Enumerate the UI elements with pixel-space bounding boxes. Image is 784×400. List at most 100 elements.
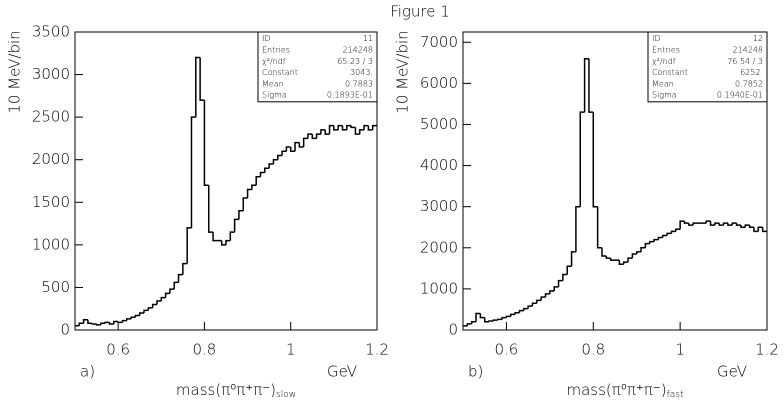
- histogram-bin: [259, 171, 265, 177]
- histogram-bin: [644, 242, 650, 248]
- histogram-bin: [242, 197, 248, 211]
- histogram-bin: [592, 112, 598, 208]
- histogram-bin: [350, 125, 356, 129]
- histogram-bin: [354, 127, 360, 135]
- histogram-bin: [470, 321, 477, 324]
- stats-label: ID: [262, 34, 271, 43]
- histogram-bin: [281, 150, 287, 156]
- stats-value: 12: [753, 34, 763, 43]
- histogram-bin: [78, 322, 84, 326]
- histogram-bin: [688, 223, 694, 226]
- stats-label: Constant: [652, 68, 688, 77]
- histogram-bin: [104, 321, 110, 324]
- histogram-bin: [635, 251, 642, 254]
- histogram-bin: [207, 185, 214, 233]
- stats-label: Entries: [652, 45, 680, 54]
- histogram-bin: [190, 116, 196, 228]
- x-unit: GeV: [327, 363, 357, 381]
- histogram-bin: [666, 232, 672, 236]
- stats-label: Entries: [262, 45, 290, 54]
- plot-frame: [462, 31, 768, 331]
- y-tick-label: 2500: [32, 108, 70, 126]
- histogram-bin: [549, 290, 555, 294]
- x-axis-label-subscript: slow: [276, 390, 296, 400]
- histogram-bin: [320, 129, 326, 135]
- figure-title: Figure 1: [390, 3, 450, 21]
- histogram-bin: [705, 220, 711, 224]
- histogram-bin: [540, 296, 546, 301]
- stats-label: Mean: [652, 79, 674, 88]
- y-tick-label: 2000: [32, 150, 70, 168]
- histogram-bin: [740, 225, 746, 228]
- histogram-bin: [225, 239, 231, 245]
- x-tick-label: 1.2: [365, 341, 389, 359]
- x-tick-label: 0.8: [192, 341, 216, 359]
- histogram-bin: [337, 124, 343, 130]
- histogram-bin: [156, 300, 162, 305]
- y-tick-label: 2000: [420, 238, 458, 256]
- histogram-bin: [82, 319, 88, 324]
- histogram-bin: [199, 57, 205, 101]
- stats-label: χ²/ndf: [262, 57, 286, 66]
- histogram-bin: [510, 313, 516, 317]
- histogram-bin: [277, 154, 283, 160]
- y-axis-label: 10 MeV/bin: [6, 30, 24, 113]
- histogram-bin: [164, 292, 170, 298]
- histogram-bin: [341, 125, 347, 131]
- histogram-bin: [130, 316, 136, 319]
- histogram-bin: [553, 286, 559, 291]
- histogram-bin: [679, 220, 685, 230]
- stats-label: ID: [652, 34, 661, 43]
- y-tick-label: 0: [60, 321, 70, 339]
- histogram-bin: [91, 323, 97, 325]
- stats-box: [647, 31, 768, 103]
- histogram-bin: [579, 111, 585, 207]
- y-axis-label: 10 MeV/bin: [394, 30, 412, 113]
- histogram-bin: [233, 218, 239, 233]
- histogram-bin: [100, 322, 106, 325]
- histogram-bin: [622, 261, 629, 265]
- histogram-bin: [108, 322, 114, 325]
- histogram-bin: [662, 234, 668, 238]
- histogram-bin: [583, 57, 589, 113]
- histogram-bin: [126, 318, 132, 321]
- histogram-bin: [709, 221, 715, 226]
- panel-label: b): [468, 363, 483, 381]
- y-tick-label: 500: [41, 278, 70, 296]
- histogram-bin: [744, 224, 750, 228]
- histogram-bin: [544, 293, 550, 298]
- histogram-bin: [143, 309, 149, 313]
- histogram-bin: [735, 223, 741, 226]
- stats-value: 214248: [342, 45, 373, 54]
- histogram-bin: [683, 221, 689, 224]
- histogram-bin: [479, 313, 485, 319]
- histogram-bin: [255, 175, 261, 186]
- histogram-bin: [727, 223, 733, 226]
- histogram-bin: [212, 232, 218, 242]
- histogram-bin: [346, 124, 352, 130]
- histogram-bin: [173, 281, 179, 290]
- y-tick-label: 1000: [420, 279, 458, 297]
- y-tick-label: 7000: [420, 33, 458, 51]
- histogram-bin: [367, 125, 373, 131]
- histogram-bin: [570, 251, 576, 267]
- histogram-bin: [182, 262, 188, 275]
- histogram-bin: [87, 319, 93, 324]
- histogram-bin: [177, 273, 183, 283]
- x-tick-label: 1.2: [755, 341, 779, 359]
- histogram-bin: [501, 316, 507, 320]
- stats-label: Sigma: [652, 91, 677, 100]
- histogram-bin: [195, 56, 201, 118]
- histogram-bin: [514, 311, 520, 315]
- stats-value: 0.1893E-01: [327, 91, 373, 100]
- histogram-bin: [307, 133, 313, 139]
- histogram-bin: [315, 133, 321, 139]
- stats-box: [257, 31, 378, 103]
- x-axis-label-subscript: fast: [667, 390, 684, 400]
- histogram-bin: [117, 321, 123, 324]
- histogram-bin: [333, 125, 339, 131]
- x-axis-label: mass(π⁰π⁺π⁻)slow: [176, 381, 296, 400]
- chart-panel: 0 1000 2000 3000 4000 5000 6000 7000 0.6 0.8 1 1.2 I…: [394, 30, 779, 399]
- histogram-bin: [203, 100, 209, 187]
